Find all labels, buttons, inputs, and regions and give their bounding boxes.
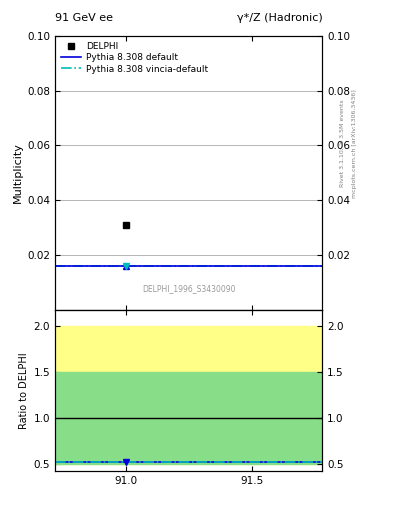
Bar (55, 326, 322, 464)
Legend: DELPHI, Pythia 8.308 default, Pythia 8.308 vincia-default: DELPHI, Pythia 8.308 default, Pythia 8.3… (59, 40, 209, 75)
Text: 91 GeV ee: 91 GeV ee (55, 13, 113, 23)
Text: DELPHI_1996_S3430090: DELPHI_1996_S3430090 (142, 284, 235, 293)
Y-axis label: Multiplicity: Multiplicity (13, 142, 23, 203)
Y-axis label: Ratio to DELPHI: Ratio to DELPHI (19, 352, 29, 429)
Text: mcplots.cern.ch [arXiv:1306.3436]: mcplots.cern.ch [arXiv:1306.3436] (352, 89, 357, 198)
Text: Rivet 3.1.10; ≥ 3.5M events: Rivet 3.1.10; ≥ 3.5M events (340, 99, 345, 187)
Bar (55, 372, 322, 464)
Text: γ*/Z (Hadronic): γ*/Z (Hadronic) (237, 13, 322, 23)
